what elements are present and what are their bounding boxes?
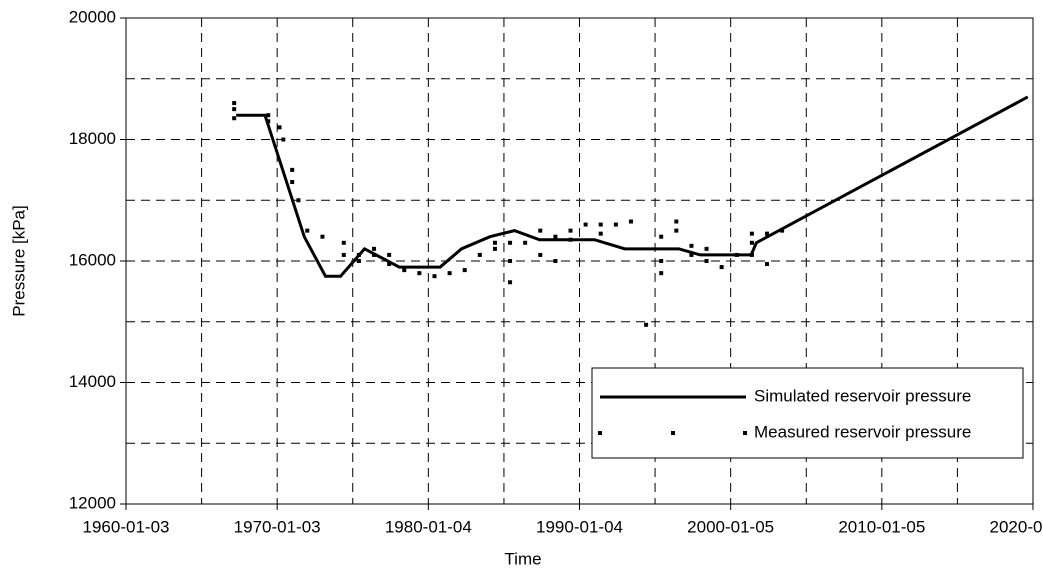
x-tick-label: 1990-01-04: [536, 517, 623, 536]
point: [356, 259, 361, 263]
point: [432, 274, 437, 279]
point: [477, 252, 482, 257]
y-axis-label: Pressure [kPa]: [9, 205, 28, 317]
point: [749, 252, 754, 257]
point: [780, 228, 785, 233]
point: [387, 262, 392, 267]
point: [568, 228, 573, 233]
point: [266, 113, 271, 118]
point: [232, 116, 237, 121]
point: [372, 252, 377, 257]
point: [553, 259, 558, 263]
point: [674, 228, 679, 233]
x-tick-label: 1970-01-03: [234, 517, 321, 536]
y-tick-label: 12000: [69, 493, 116, 512]
point: [659, 271, 664, 276]
point: [659, 234, 664, 239]
y-tick-label: 18000: [69, 129, 116, 148]
point: [290, 180, 295, 185]
plot-frame: [125, 17, 1034, 505]
x-tick-label: 2010-01-05: [838, 517, 925, 536]
point: [296, 198, 301, 203]
point: [598, 231, 603, 236]
point: [674, 219, 679, 224]
y-tick-label: 16000: [69, 250, 116, 269]
point: [320, 234, 325, 239]
point: [492, 246, 497, 251]
x-tick-label: 2000-01-05: [687, 517, 774, 536]
x-tick-label: 1960-01-03: [83, 517, 170, 536]
point: [734, 252, 739, 257]
legend-box: [591, 367, 1024, 459]
point: [305, 228, 310, 233]
point: [704, 246, 709, 251]
point: [232, 107, 237, 112]
point: [538, 228, 543, 233]
y-tick-label: 14000: [69, 372, 116, 391]
point: [402, 268, 407, 273]
point: [232, 101, 237, 106]
point: [689, 243, 694, 248]
point: [508, 240, 513, 245]
point: [598, 222, 603, 227]
point: [764, 262, 769, 267]
point: [417, 271, 422, 276]
legend-label: Measured reservoir pressure: [754, 422, 971, 441]
x-tick-label: 2020-01-06: [990, 517, 1043, 536]
legend-label: Simulated reservoir pressure: [754, 386, 971, 405]
point: [644, 322, 649, 327]
point: [764, 231, 769, 236]
point: [341, 240, 346, 245]
point: [281, 137, 286, 142]
legend-point: [598, 431, 602, 435]
point: [508, 280, 513, 285]
point: [277, 125, 282, 130]
point: [689, 252, 694, 257]
point: [749, 240, 754, 245]
line: [236, 95, 1029, 278]
point: [568, 237, 573, 242]
point: [704, 259, 709, 263]
point: [462, 268, 467, 273]
x-tick-label: 1980-01-04: [385, 517, 472, 536]
point: [266, 119, 271, 124]
point: [508, 259, 513, 263]
point: [719, 265, 724, 270]
point: [538, 252, 543, 257]
point: [356, 252, 361, 257]
point: [447, 271, 452, 276]
point: [372, 246, 377, 251]
point: [628, 219, 633, 224]
point: [492, 240, 497, 245]
point: [613, 222, 618, 227]
point: [290, 167, 295, 172]
point: [387, 252, 392, 257]
point: [553, 234, 558, 239]
legend-point: [743, 431, 747, 435]
point: [583, 222, 588, 227]
point: [523, 240, 528, 245]
legend-point: [671, 431, 675, 435]
point: [659, 259, 664, 263]
point: [749, 231, 754, 236]
x-axis-label: Time: [504, 549, 541, 568]
y-tick-label: 20000: [69, 7, 116, 26]
point: [341, 252, 346, 257]
